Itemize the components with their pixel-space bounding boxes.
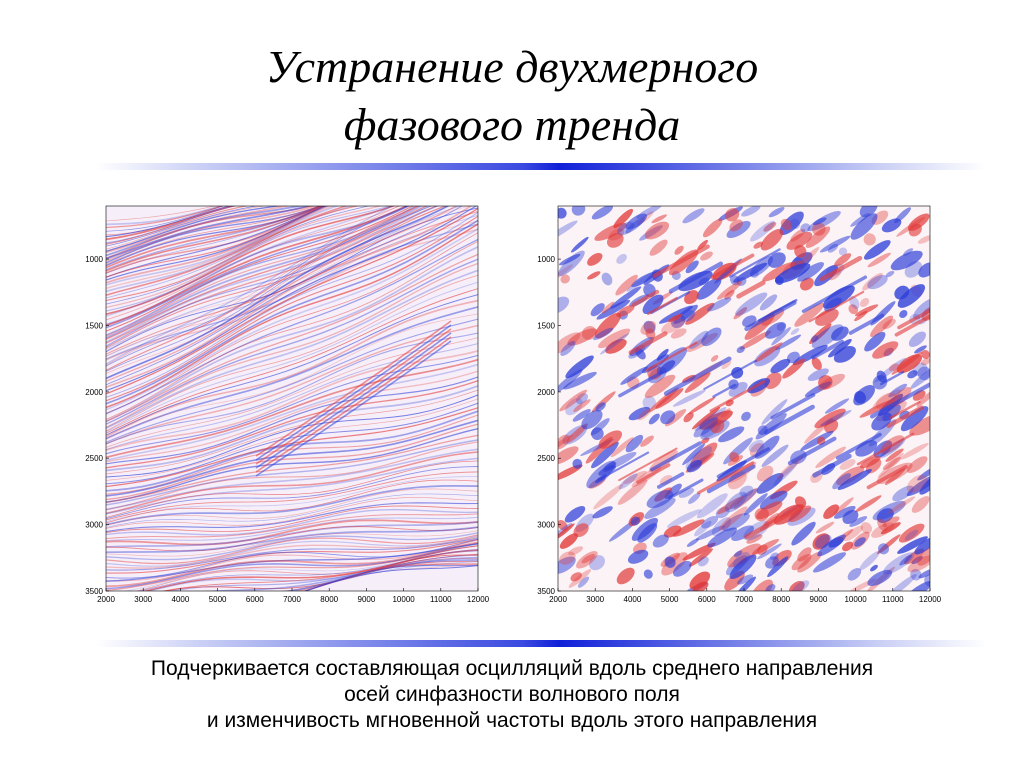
x-tick-label: 9000 bbox=[358, 595, 376, 604]
x-tick-label: 3000 bbox=[586, 595, 604, 604]
x-tick-label: 2000 bbox=[97, 595, 115, 604]
x-tick-label: 9000 bbox=[810, 595, 828, 604]
x-tick-label: 7000 bbox=[283, 595, 301, 604]
y-tick-label: 3500 bbox=[85, 587, 103, 596]
seismic-traces bbox=[558, 206, 930, 591]
x-tick-label: 5000 bbox=[661, 595, 679, 604]
y-tick-label: 3000 bbox=[85, 521, 103, 530]
caption-line-3: и изменчивость мгновенной частоты вдоль … bbox=[206, 709, 818, 732]
y-tick-label: 1000 bbox=[85, 255, 103, 264]
seismic-traces bbox=[106, 206, 478, 591]
x-tick-label: 6000 bbox=[698, 595, 716, 604]
y-tick-label: 2500 bbox=[537, 454, 555, 463]
bottom-divider bbox=[96, 640, 986, 647]
y-tick-label: 1000 bbox=[537, 255, 555, 264]
x-tick-label: 12000 bbox=[919, 595, 942, 604]
caption-line-2: осей синфазности волнового поля bbox=[344, 683, 680, 706]
x-tick-label: 7000 bbox=[735, 595, 753, 604]
title-line-1: Устранение двухмерного bbox=[265, 41, 759, 92]
x-tick-label: 6000 bbox=[246, 595, 264, 604]
x-tick-label: 11000 bbox=[882, 595, 904, 604]
x-tick-label: 5000 bbox=[209, 595, 227, 604]
x-tick-label: 8000 bbox=[772, 595, 790, 604]
top-divider bbox=[96, 163, 986, 170]
y-tick-label: 2500 bbox=[85, 454, 103, 463]
x-tick-label: 2000 bbox=[549, 595, 567, 604]
x-tick-label: 12000 bbox=[467, 595, 490, 604]
y-tick-label: 1500 bbox=[537, 322, 555, 331]
y-tick-label: 2000 bbox=[537, 388, 555, 397]
caption: Подчеркивается составляющая осцилляций в… bbox=[0, 656, 1024, 734]
x-tick-label: 11000 bbox=[430, 595, 452, 604]
x-tick-label: 10000 bbox=[392, 595, 415, 604]
seismic-panel-original: 1000 1500 2000 2500 3000 3500 2000 3000 4000 5000… bbox=[76, 204, 490, 606]
title-line-2: фазового тренда bbox=[343, 99, 681, 150]
slide-title: Устранение двухмерного фазового тренда bbox=[0, 38, 1024, 154]
y-tick-label: 1500 bbox=[85, 322, 103, 331]
x-tick-label: 8000 bbox=[320, 595, 338, 604]
x-tick-label: 4000 bbox=[172, 595, 190, 604]
y-tick-label: 2000 bbox=[85, 388, 103, 397]
y-tick-label: 3500 bbox=[537, 587, 555, 596]
x-tick-label: 3000 bbox=[134, 595, 152, 604]
y-tick-label: 3000 bbox=[537, 521, 555, 530]
x-tick-label: 4000 bbox=[624, 595, 642, 604]
seismic-panel-detrended: 1000 1500 2000 2500 3000 3500 2000 3000 4000 5000… bbox=[528, 204, 942, 606]
caption-line-1: Подчеркивается составляющая осцилляций в… bbox=[150, 657, 874, 680]
x-tick-label: 10000 bbox=[844, 595, 867, 604]
